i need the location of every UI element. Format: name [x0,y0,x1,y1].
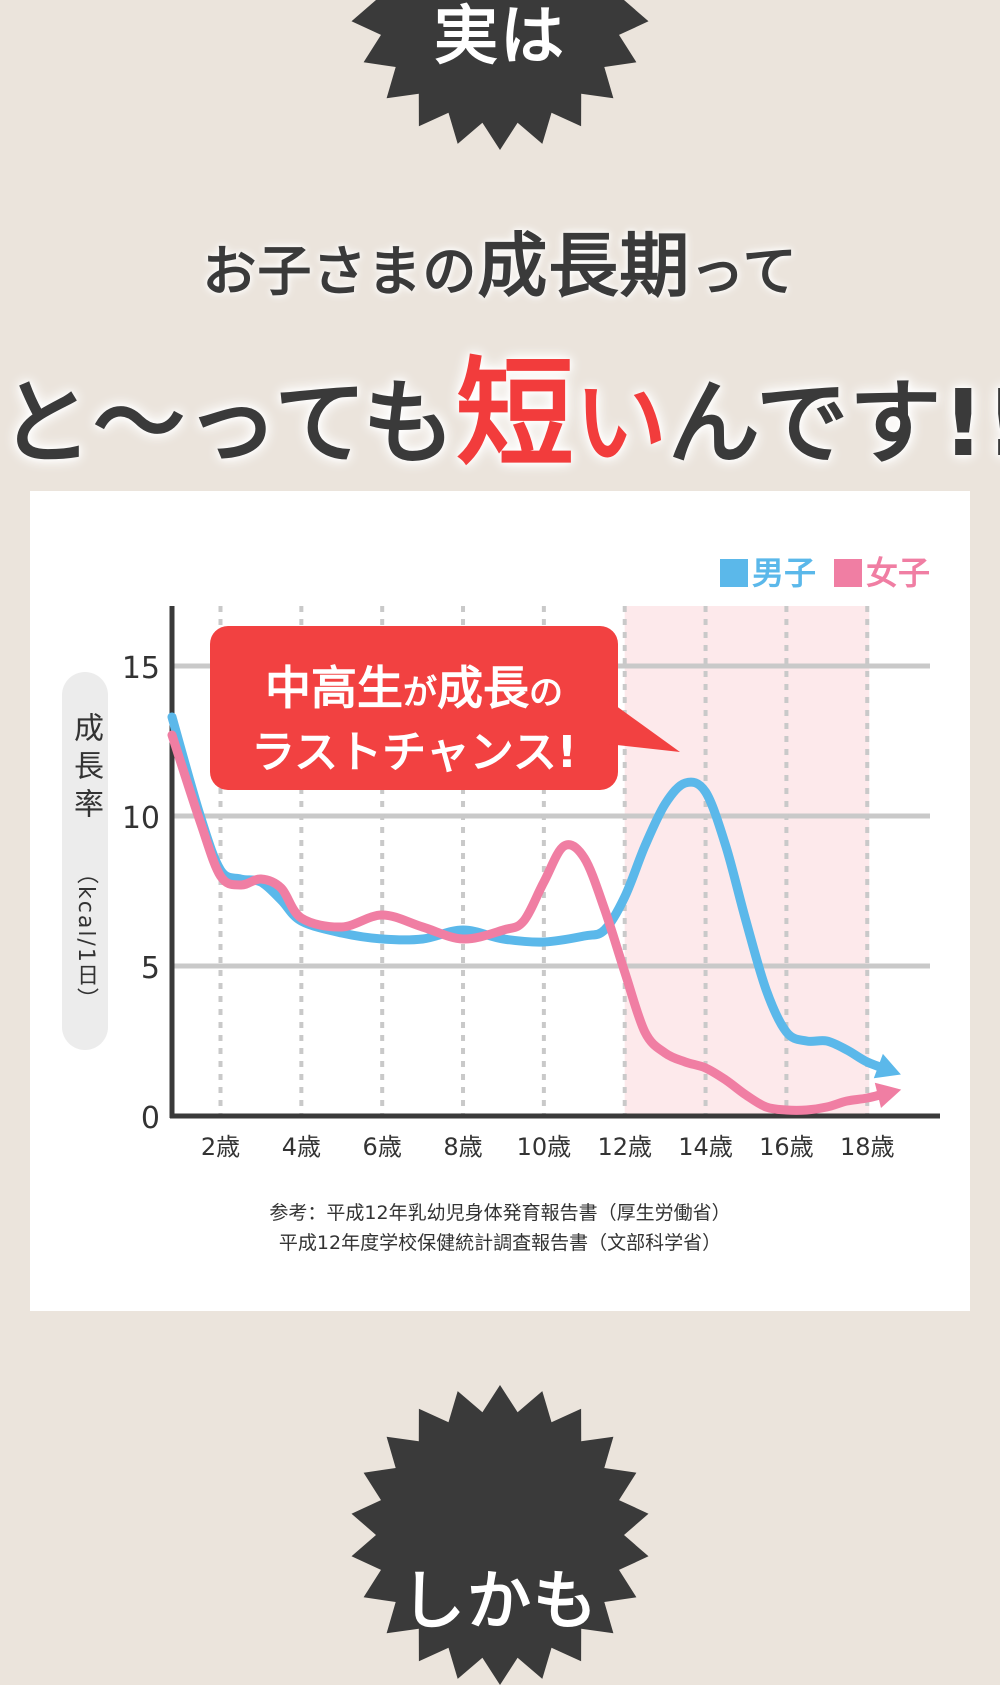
headline-1-part-a: お子さまの [202,240,478,303]
legend-boy: 男子 [719,554,816,592]
x-tick-label: 18歳 [840,1133,895,1161]
bottom-starburst-text: しかも [401,1565,599,1639]
x-tick-label: 10歳 [517,1133,572,1161]
callout-1a: 中高生 [265,661,403,715]
headline-2-emphasis-short: 短 [455,345,575,483]
headline-2-part-d: んです!! [667,370,1000,477]
callout-1b: が [403,673,437,713]
source-note: 参考：平成12年乳幼児身体発育報告書（厚生労働省） 平成12年度学校保健統計調査… [0,1198,1000,1258]
callout-1c: 成長 [437,661,529,715]
legend-boy-swatch [719,559,748,587]
x-tick-label: 8歳 [443,1133,482,1161]
headline-2-emphasis-i: い [574,370,668,477]
callout-1d: の [529,673,563,713]
top-starburst-text: 実は [434,0,566,74]
bottom-starburst-badge: しかも [350,1385,650,1685]
source-line-2: 平成12年度学校保健統計調査報告書（文部科学省） [278,1232,722,1254]
headline-line-2: と〜っても短いんです!! [0,318,1000,489]
top-starburst-badge: 実は [350,0,650,150]
y-axis-label-pill [62,672,108,1050]
series-arrowhead-boy [873,1053,901,1079]
chart-legend: 男子 女子 [719,548,930,594]
headline-1-part-c: って [690,240,798,303]
x-tick-label: 14歳 [678,1133,733,1161]
y-tick-label: 5 [141,951,160,986]
x-tick-label: 2歳 [201,1133,240,1161]
x-tick-label: 16歳 [759,1133,814,1161]
callout-bubble: 中高生が成長の ラストチャンス! [210,626,618,790]
series-line-boy [167,712,896,1076]
growth-rate-chart: 0 5 10 15 2歳 4歳 6歳 8歳 10歳 12歳 14歳 16歳 18歳 [122,606,940,1161]
legend-girl: 女子 [833,554,930,592]
legend-girl-swatch [833,559,862,587]
callout-tail [608,700,680,752]
y-tick-label: 15 [122,651,160,686]
headline-line-1: お子さまの成長期って [0,210,1000,311]
y-tick-label: 10 [122,801,160,836]
legend-boy-label: 男子 [751,554,816,592]
headline-2-part-a: と〜っても [0,370,456,477]
legend-girl-label: 女子 [865,554,930,592]
starburst-shape [351,0,649,150]
series-arrowhead-girl [874,1082,902,1108]
series-line-girl [167,730,896,1115]
y-tick-label: 0 [141,1101,160,1136]
x-tick-label: 6歳 [363,1133,402,1161]
highlight-band-teen [624,606,870,1116]
source-line-1: 参考：平成12年乳幼児身体発育報告書（厚生労働省） [269,1202,731,1224]
callout-line-2: ラストチャンス! [251,727,577,778]
y-axis-unit: （kcal/1日） [73,862,98,1012]
callout-line-1: 中高生が成長の [210,652,618,718]
y-axis-label: 成長率 [68,712,103,826]
headline-1-part-b: 成長期 [477,225,691,307]
x-tick-label: 4歳 [282,1133,321,1161]
x-tick-label: 12歳 [597,1133,652,1161]
